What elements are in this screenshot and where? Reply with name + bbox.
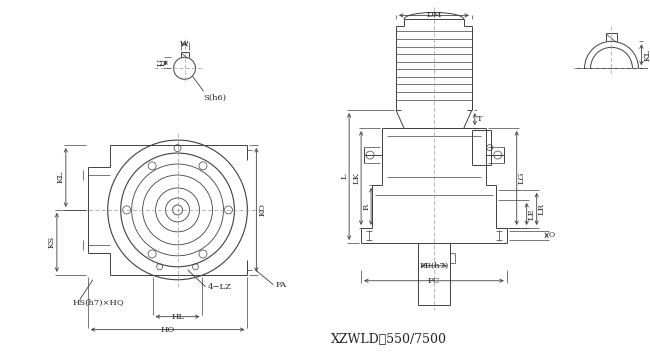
Text: T: T [477,115,482,123]
Text: HO: HO [161,325,175,334]
Text: KO: KO [258,203,266,216]
Text: O: O [549,231,554,239]
Text: LK: LK [352,172,360,184]
Text: HL: HL [171,313,184,321]
Text: R: R [362,203,370,210]
Text: DM: DM [426,11,441,19]
Text: 4−LZ: 4−LZ [207,283,231,291]
Text: KS: KS [48,236,56,249]
Text: KL: KL [644,49,650,61]
Text: FA: FA [276,281,287,289]
Text: LR: LR [538,203,545,215]
Text: S(h6): S(h6) [203,94,226,102]
Text: W: W [180,40,189,48]
Text: FC: FC [428,277,440,285]
Text: LG: LG [517,172,526,184]
Text: U: U [157,59,164,66]
Text: XZWLD－550/7500: XZWLD－550/7500 [331,333,447,346]
Text: LE: LE [528,208,536,220]
Text: KL: KL [57,172,65,184]
Text: HS(h7)×HQ: HS(h7)×HQ [73,299,125,307]
Text: FB(h7): FB(h7) [419,262,448,270]
Text: U: U [160,59,168,66]
Text: L: L [340,174,348,179]
